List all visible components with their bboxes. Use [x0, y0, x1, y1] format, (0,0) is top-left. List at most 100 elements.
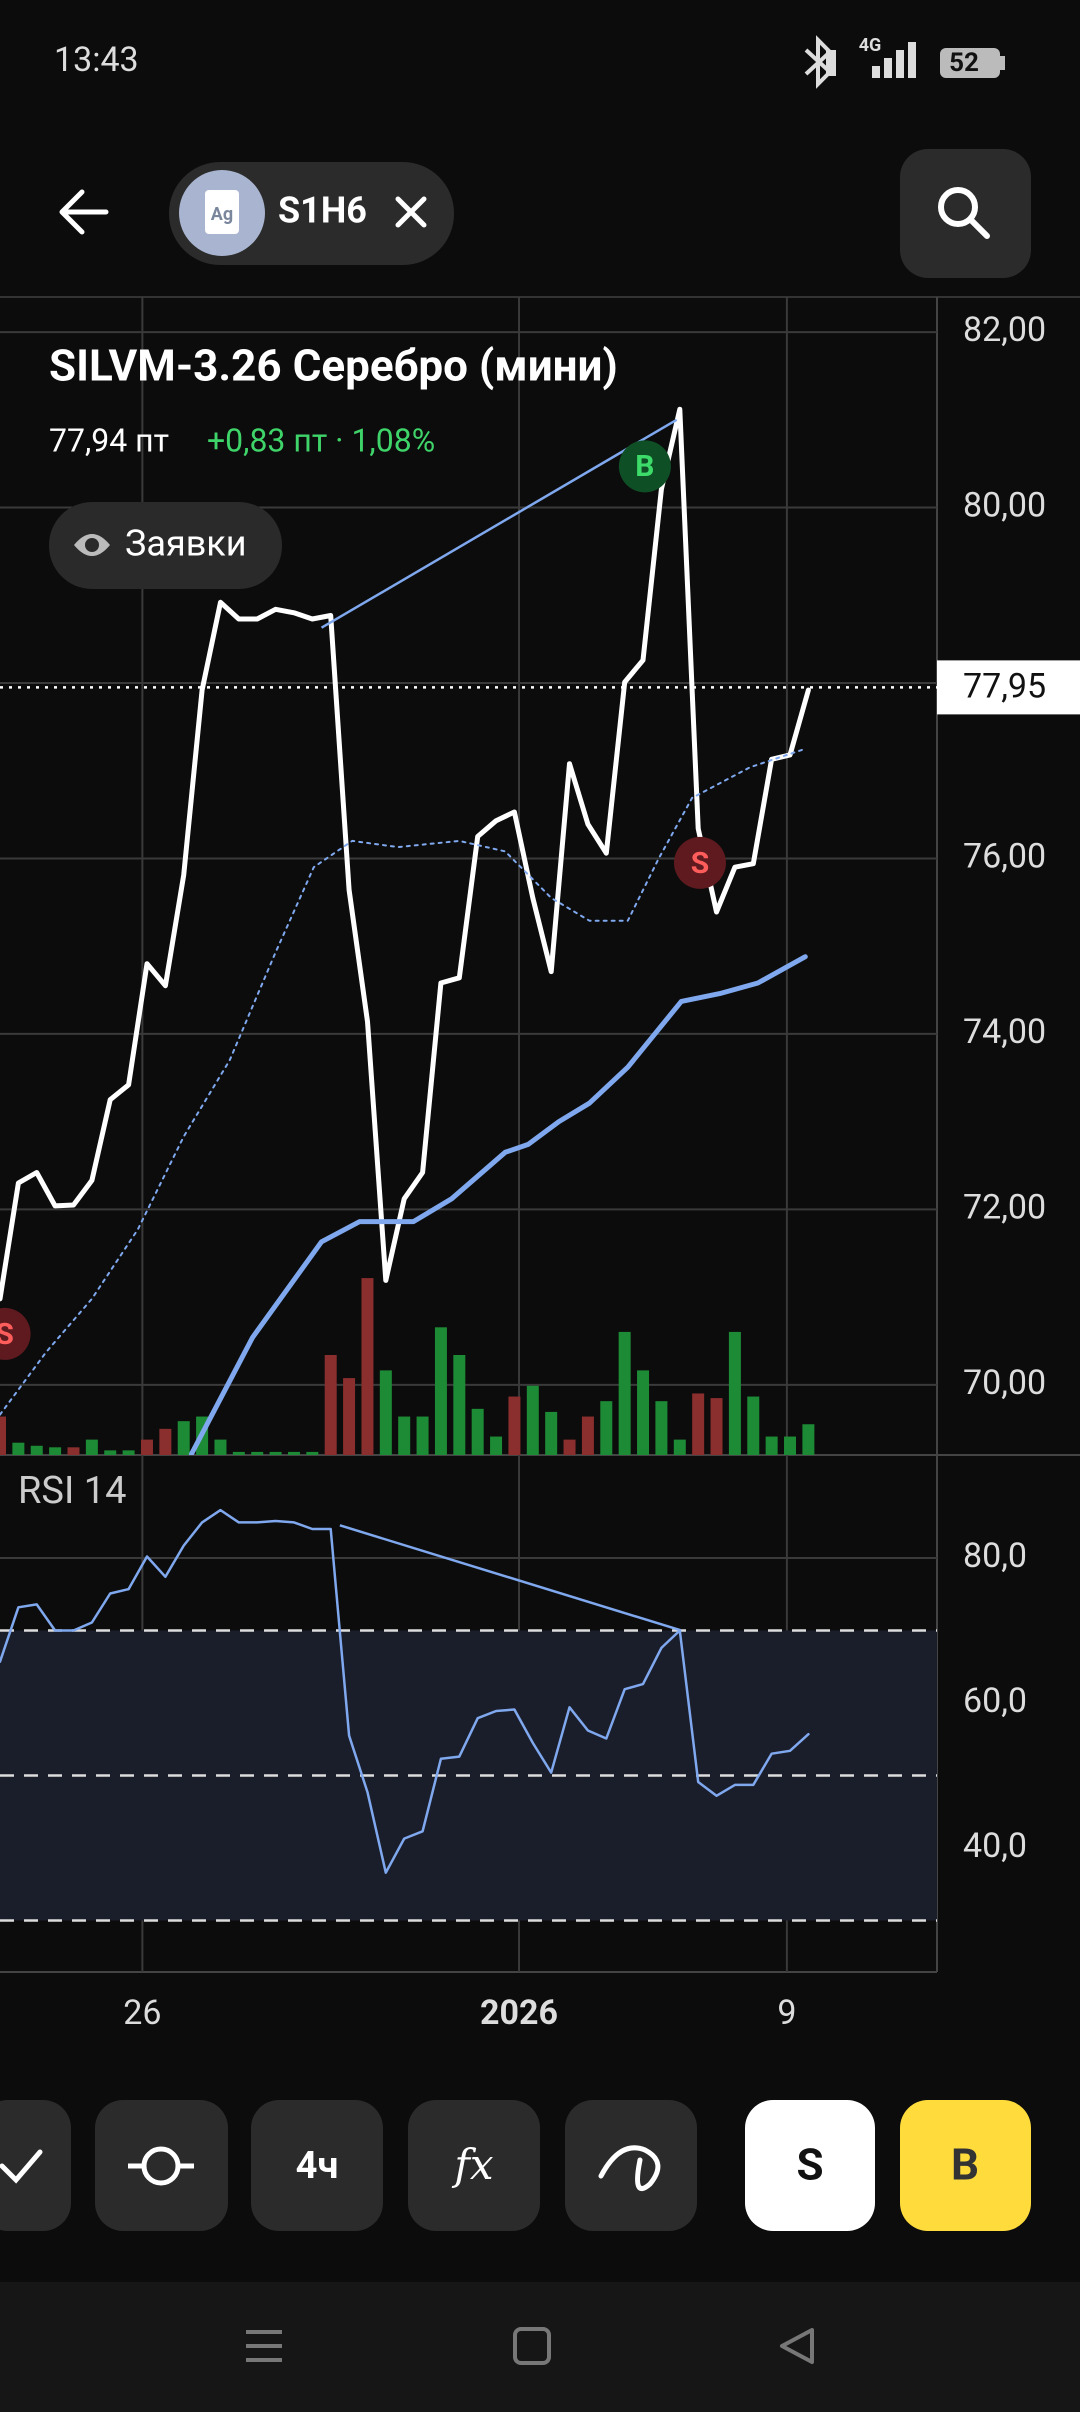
sell-label: S	[796, 2139, 823, 2191]
close-chip[interactable]	[395, 196, 427, 228]
indicators-button[interactable]	[408, 2100, 540, 2231]
volume-bar	[177, 1421, 190, 1455]
battery	[940, 48, 1000, 78]
volume-bar	[159, 1428, 172, 1455]
volume-bar	[0, 1416, 6, 1455]
drawing-icon	[598, 2145, 661, 2191]
interval-button[interactable]	[251, 2100, 383, 2231]
crosshair-icon	[128, 2146, 194, 2186]
volume-bar	[343, 1378, 356, 1455]
rsi-plot	[0, 1508, 937, 1922]
series-line	[0, 1508, 810, 1874]
volume-bar	[287, 1451, 300, 1455]
battery-level: 52	[949, 48, 979, 78]
signal-icon	[872, 42, 916, 78]
volume-bar	[269, 1451, 282, 1455]
current-price-box	[937, 660, 1080, 715]
volume-bar	[104, 1450, 117, 1455]
axes: 70,0072,0074,0076,0078,0080,0082,0077,95…	[123, 310, 1080, 2033]
nav-home[interactable]	[513, 2327, 551, 2365]
volume-bar	[434, 1327, 447, 1455]
x-tick-label: 9	[777, 1993, 796, 2033]
volume-bar	[545, 1411, 558, 1455]
volume-bar	[710, 1398, 723, 1455]
volume-bar	[692, 1393, 705, 1455]
current-price-label: 77,95	[963, 666, 1046, 706]
check-icon	[0, 2149, 43, 2184]
volume-bar	[306, 1451, 319, 1455]
sell-button[interactable]	[745, 2100, 875, 2231]
price-plot: S B S	[0, 406, 937, 1455]
orders-label: Заявки	[125, 523, 247, 565]
x-tick-label: 2026	[480, 1993, 558, 2033]
signal-marker	[0, 1307, 31, 1360]
y-tick-label: 80,0	[963, 1536, 1027, 1576]
trendline	[339, 1524, 682, 1632]
volume-bar	[85, 1439, 98, 1455]
volume-bar	[728, 1331, 741, 1455]
bt-battery	[826, 50, 836, 76]
rsi-title: RSI 14	[18, 1469, 126, 1513]
volume-bar	[673, 1439, 686, 1455]
instrument-title: SILVM-3.26 Серебро (мини)	[49, 340, 618, 392]
volume-bar	[581, 1416, 594, 1455]
volume-bar	[802, 1424, 815, 1455]
x-tick-label: 26	[123, 1993, 161, 2033]
volume-bar	[784, 1436, 797, 1455]
back-button[interactable]	[59, 189, 109, 235]
series-line	[0, 747, 807, 1416]
signal-marker	[618, 440, 671, 493]
volume-bar	[398, 1416, 411, 1455]
volume-bar	[214, 1439, 227, 1455]
volume-bar	[324, 1355, 337, 1455]
volume-bar	[490, 1436, 503, 1455]
volume-bar	[508, 1396, 521, 1455]
volume-bar	[30, 1445, 43, 1455]
y-tick-label: 72,00	[963, 1187, 1046, 1227]
y-tick-label: 80,00	[963, 486, 1046, 526]
nav-menu[interactable]	[246, 2330, 282, 2362]
volume-bar	[618, 1331, 631, 1455]
volume-bar	[765, 1436, 778, 1455]
battery-tip	[1000, 56, 1005, 70]
signal-label: S	[691, 846, 709, 881]
indicators-label: fx	[451, 2140, 494, 2189]
volume-bar	[471, 1408, 484, 1455]
ticker: S1H6	[278, 190, 367, 232]
search-button[interactable]	[900, 149, 1031, 278]
volume-bar	[637, 1370, 650, 1455]
volume-bar	[122, 1450, 135, 1455]
y-tick-label: 70,00	[963, 1363, 1046, 1403]
signal-label: S	[0, 1317, 14, 1352]
nav-bar	[0, 2282, 1080, 2412]
volume-bar	[251, 1451, 264, 1455]
crosshair-button[interactable]	[95, 2100, 228, 2231]
buy-label: B	[951, 2139, 979, 2191]
confirm-button[interactable]	[0, 2100, 71, 2231]
volume-bar	[747, 1396, 760, 1455]
status-time: 13:43	[54, 40, 139, 80]
series-line	[188, 954, 808, 1455]
orders-button[interactable]	[49, 502, 282, 589]
signal-marker	[673, 836, 726, 889]
volume-bar	[416, 1416, 429, 1455]
volume-bar	[655, 1401, 668, 1455]
price-change: +0,83 пт · 1,08%	[207, 421, 435, 459]
drawing-button[interactable]	[565, 2100, 697, 2231]
y-tick-label: 76,00	[963, 836, 1046, 876]
last-price: 77,94 пт	[49, 421, 169, 459]
avatar-text: Ag	[211, 204, 233, 225]
buy-button[interactable]	[900, 2100, 1031, 2231]
signal-label: B	[635, 449, 654, 484]
avatar-doc	[205, 190, 239, 234]
volume-bar	[140, 1439, 153, 1455]
volume-bar	[526, 1385, 539, 1455]
nav-back[interactable]	[780, 2328, 814, 2364]
volume-bar	[232, 1451, 245, 1455]
volume-bar	[600, 1401, 613, 1455]
volume-bar	[12, 1442, 25, 1455]
